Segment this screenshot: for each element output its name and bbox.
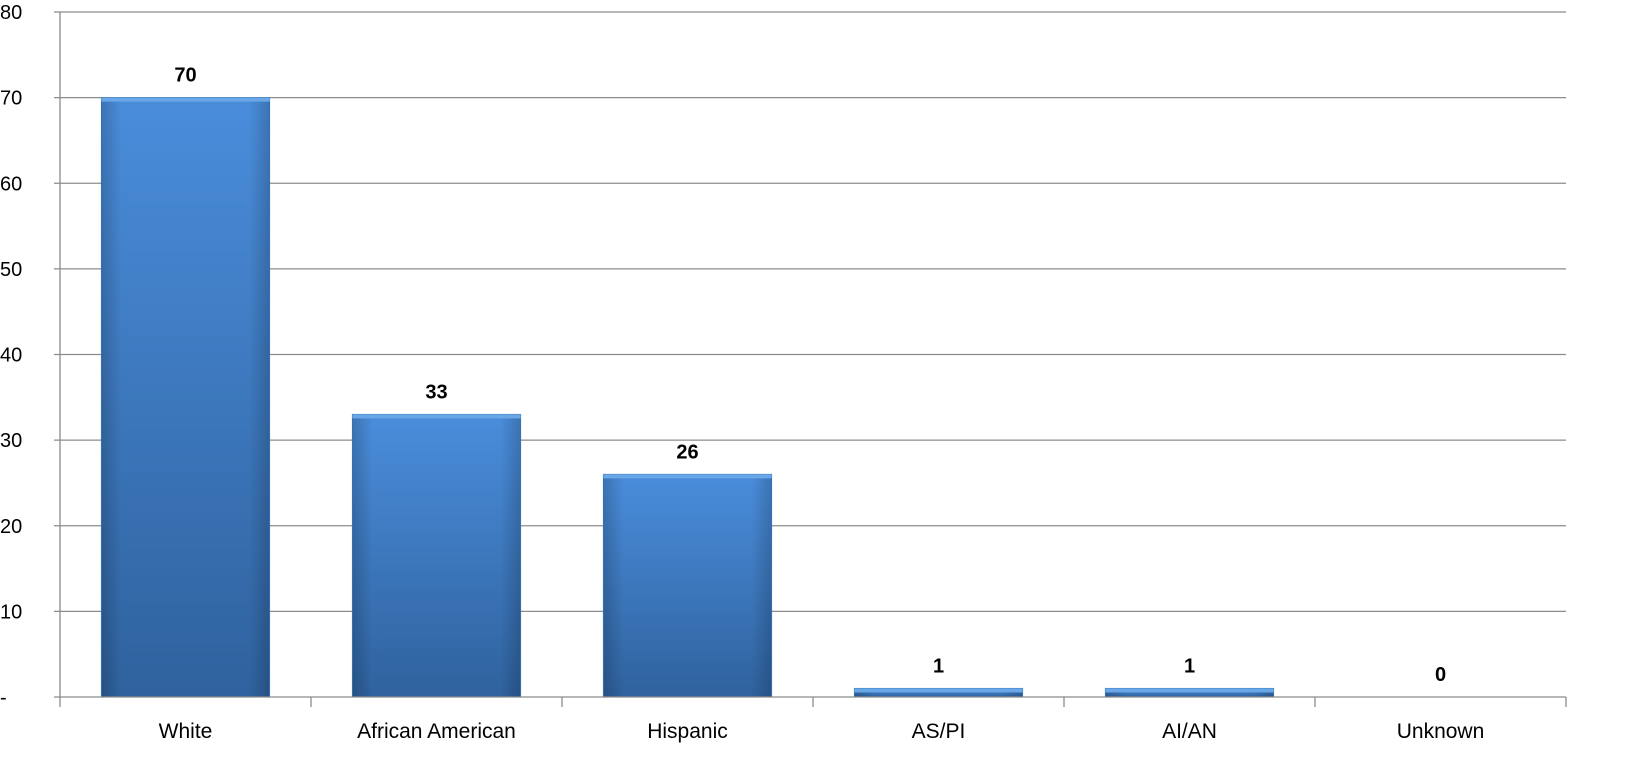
category-label: Unknown xyxy=(1397,720,1485,743)
bar-highlight xyxy=(1105,688,1274,693)
bar-highlight xyxy=(101,97,270,102)
data-label: 1 xyxy=(933,655,944,677)
category-label: AI/AN xyxy=(1162,720,1217,743)
bar-shade xyxy=(603,474,772,697)
data-label: 26 xyxy=(676,441,698,463)
y-tick-label: 70 xyxy=(0,88,22,110)
bar-highlight xyxy=(603,474,772,479)
y-tick-label: - xyxy=(0,687,7,709)
category-label: Hispanic xyxy=(647,720,728,743)
bar-highlight xyxy=(352,414,521,419)
data-label: 70 xyxy=(174,65,196,87)
y-tick-label: 10 xyxy=(0,601,22,623)
bars xyxy=(100,97,1275,698)
bar-shade xyxy=(1105,688,1274,697)
category-label: White xyxy=(159,720,213,743)
y-tick-label: 80 xyxy=(0,2,22,24)
y-tick-label: 30 xyxy=(0,430,22,452)
bar-shade xyxy=(101,97,270,697)
x-axis-category-labels: White African American Hispanic AS/PI AI/AN U… xyxy=(159,720,1485,743)
bar-shade xyxy=(352,414,521,697)
category-label: African American xyxy=(357,720,516,743)
category-label: AS/PI xyxy=(912,720,966,743)
axes xyxy=(54,12,1567,707)
y-tick-label: 50 xyxy=(0,259,22,281)
bar-shade xyxy=(854,688,1023,697)
data-label: 0 xyxy=(1435,664,1446,686)
y-tick-label: 60 xyxy=(0,173,22,195)
y-axis-tick-labels: - 10 20 30 40 50 60 70 80 xyxy=(0,2,22,709)
data-label: 33 xyxy=(425,381,447,403)
data-labels: 70 33 26 1 1 0 xyxy=(174,65,1446,686)
y-tick-label: 20 xyxy=(0,516,22,538)
bar-highlight xyxy=(854,688,1023,693)
gridlines xyxy=(54,11,1566,613)
data-label: 1 xyxy=(1184,655,1195,677)
y-tick-label: 40 xyxy=(0,345,22,367)
